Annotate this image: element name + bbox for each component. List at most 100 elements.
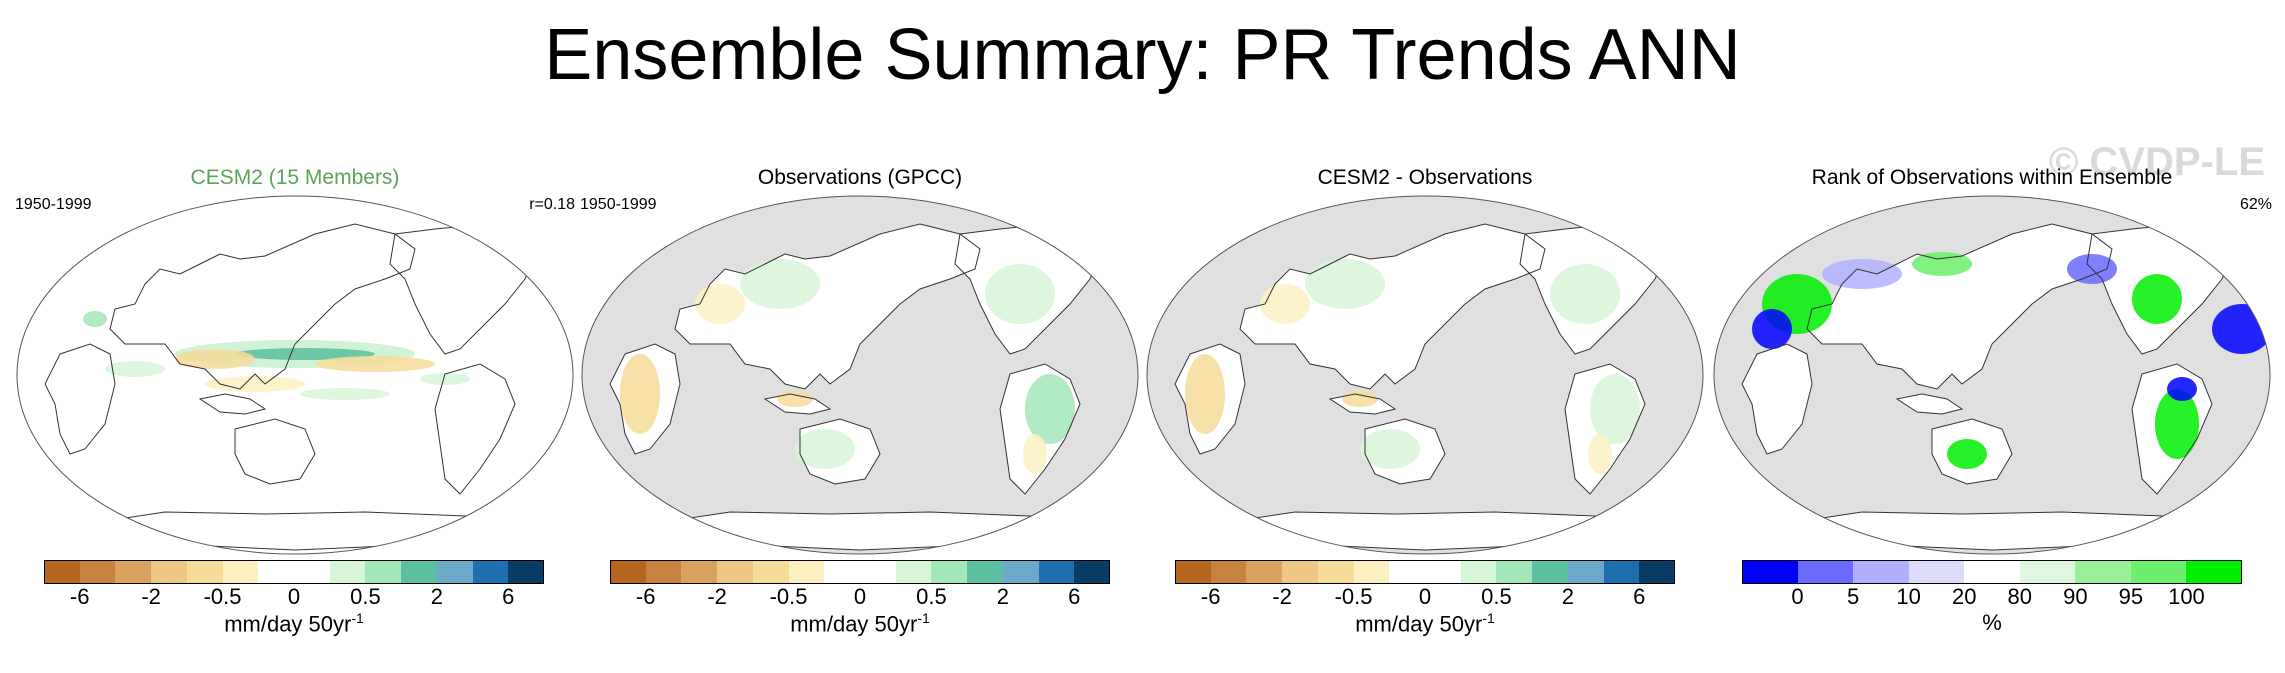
trend-patch <box>1260 284 1310 324</box>
rank-patch <box>2167 377 2197 401</box>
land-eurasia <box>1807 224 2112 389</box>
map-panel-4: Rank of Observations within Ensemble 62% <box>1712 160 2272 580</box>
map-panel-3: CESM2 - Observations <box>1145 160 1705 580</box>
colorbar-tick-label: 0.5 <box>1481 584 1512 609</box>
map-border <box>1146 195 1704 555</box>
land-greenland <box>1075 209 1125 244</box>
colorbar-tick-label: 0 <box>853 584 867 609</box>
land-africa <box>45 344 115 454</box>
trend-patch <box>1025 374 1075 444</box>
trend-patch <box>777 391 813 407</box>
colorbar-tick-label: 2 <box>430 584 443 609</box>
rank-patch <box>2132 274 2182 324</box>
colorbar-tick-label: 2 <box>996 584 1009 609</box>
colorbar-swatch <box>222 560 260 584</box>
colorbar-swatch <box>967 560 1005 584</box>
land-eurasia <box>1240 224 1545 389</box>
figure-title: Ensemble Summary: PR Trends ANN <box>544 15 1741 95</box>
colorbar-swatch <box>1389 560 1427 584</box>
coastline-samerica <box>434 363 516 495</box>
colorbar-swatch <box>860 560 898 584</box>
trend-patch <box>1590 374 1640 444</box>
coastline-australia <box>799 418 881 485</box>
trend-patch <box>795 429 855 469</box>
coastline-greenland <box>1074 208 1126 245</box>
coastline-eurasia <box>1806 223 2113 390</box>
coastline-africa <box>1174 343 1246 455</box>
watermark-text: © CVDP-LE <box>2048 140 2265 184</box>
trend-patch <box>205 376 305 392</box>
world-map <box>1146 195 1704 555</box>
map-border <box>1713 195 2271 555</box>
colorbar <box>1175 560 1676 584</box>
colorbar-tick-label: -0.5 <box>203 584 242 609</box>
colorbar-swatch <box>2075 560 2133 584</box>
colorbar-swatch <box>1496 560 1534 584</box>
colorbar-tick-label: 6 <box>1633 584 1646 609</box>
land-namerica <box>390 224 535 354</box>
colorbar-swatch <box>1038 560 1076 584</box>
map-border <box>16 195 574 555</box>
trend-patch <box>1360 429 1420 469</box>
land-greenland <box>510 209 560 244</box>
coastline-greenland <box>1639 208 1691 245</box>
colorbar-swatch <box>681 560 719 584</box>
colorbar-swatch <box>1603 560 1641 584</box>
colorbar-swatch <box>645 560 683 584</box>
rank-patch <box>1912 252 1972 276</box>
land-antarctica <box>1782 512 2212 550</box>
colorbar-units-label: mm/day 50yr-1 <box>790 610 930 637</box>
coastline-greenland <box>509 208 561 245</box>
colorbar-swatch <box>1175 560 1213 584</box>
coastline-indonesia <box>198 393 267 415</box>
coastline-samerica <box>2131 363 2213 495</box>
colorbar-swatch <box>151 560 189 584</box>
trend-patch <box>985 264 1055 324</box>
trend-patch <box>235 348 375 360</box>
colorbar-swatch <box>472 560 510 584</box>
land-eurasia <box>110 224 415 389</box>
world-map <box>1713 195 2271 555</box>
coastline-australia <box>1931 418 2013 485</box>
colorbar-swatch <box>329 560 367 584</box>
colorbar-swatch <box>1460 560 1498 584</box>
coastline-samerica <box>999 363 1081 495</box>
colorbar-tick-label: -2 <box>707 584 727 609</box>
colorbar-swatch <box>1567 560 1606 584</box>
coastline-indonesia <box>1895 393 1964 415</box>
colorbar-tick-label: 20 <box>1951 584 1977 609</box>
colorbar-units-label: mm/day 50yr-1 <box>224 610 364 637</box>
panel-stat-label: 62% <box>2239 196 2272 213</box>
colorbar-tick-label: -6 <box>635 584 656 609</box>
world-map <box>581 195 1139 555</box>
colorbar-swatch <box>508 560 545 584</box>
panel-title: CESM2 (15 Members) <box>190 166 400 189</box>
colorbar-frame <box>610 560 1110 584</box>
colorbar-tick-label: -6 <box>69 584 90 609</box>
colorbar-swatch <box>186 560 225 584</box>
colorbar-units-label: % <box>1982 610 2002 635</box>
colorbar-tick-label: 2 <box>1561 584 1574 609</box>
colorbar-swatch <box>1742 560 1800 584</box>
coastline-eurasia <box>109 223 416 390</box>
coastline-australia <box>234 418 316 485</box>
trend-patch <box>315 356 435 372</box>
panel-title: CESM2 - Observations <box>1317 166 1533 189</box>
trend-patch <box>1185 354 1225 434</box>
colorbar-tick-label: -2 <box>141 584 161 609</box>
colorbar-tick-label: 0 <box>1791 584 1804 609</box>
rank-patch <box>1822 259 1902 289</box>
land-antarctica <box>1215 512 1645 550</box>
rank-patch <box>2155 389 2199 459</box>
land-africa <box>1742 344 1812 454</box>
colorbar-tick-label: 6 <box>1068 584 1081 609</box>
coastline-africa <box>1741 343 1813 455</box>
colorbar-swatch <box>895 560 933 584</box>
trend-patch <box>1550 264 1620 324</box>
panel-period-label: 1950-1999 <box>15 196 92 213</box>
colorbar-frame <box>44 560 544 584</box>
coastline-africa <box>44 343 116 455</box>
colorbar-tick-label: 0 <box>287 584 301 609</box>
colorbar-swatch <box>2186 560 2243 584</box>
colorbar-swatch <box>788 560 826 584</box>
